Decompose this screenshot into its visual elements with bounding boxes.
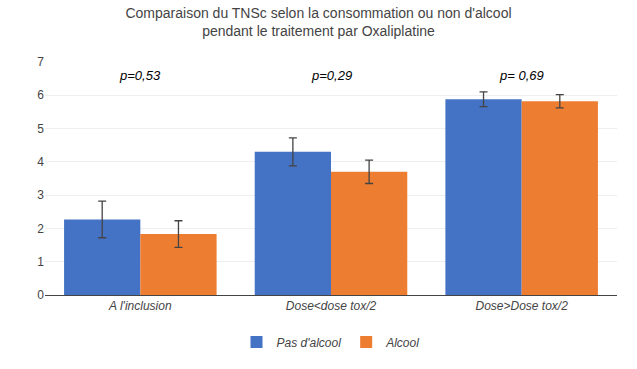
svg-text:p=0,53: p=0,53 xyxy=(119,68,161,83)
svg-text:A l'inclusion: A l'inclusion xyxy=(108,299,172,313)
svg-text:2: 2 xyxy=(37,222,44,236)
svg-text:3: 3 xyxy=(37,188,44,202)
svg-text:Dose>Dose tox/2: Dose>Dose tox/2 xyxy=(475,299,568,313)
svg-text:5: 5 xyxy=(37,122,44,136)
svg-text:4: 4 xyxy=(37,155,44,169)
svg-text:Dose<dose tox/2: Dose<dose tox/2 xyxy=(286,299,377,313)
svg-text:7: 7 xyxy=(37,55,44,69)
svg-text:p= 0,69: p= 0,69 xyxy=(499,68,544,83)
svg-text:Comparaison du TNSc selon la c: Comparaison du TNSc selon la consommatio… xyxy=(125,5,511,39)
svg-text:p=0,29: p=0,29 xyxy=(311,68,352,83)
svg-text:6: 6 xyxy=(37,88,44,102)
svg-text:Pas d'alcool: Pas d'alcool xyxy=(277,336,342,350)
svg-text:1: 1 xyxy=(37,255,44,269)
svg-text:Alcool: Alcool xyxy=(385,336,419,350)
svg-text:0: 0 xyxy=(37,288,44,302)
